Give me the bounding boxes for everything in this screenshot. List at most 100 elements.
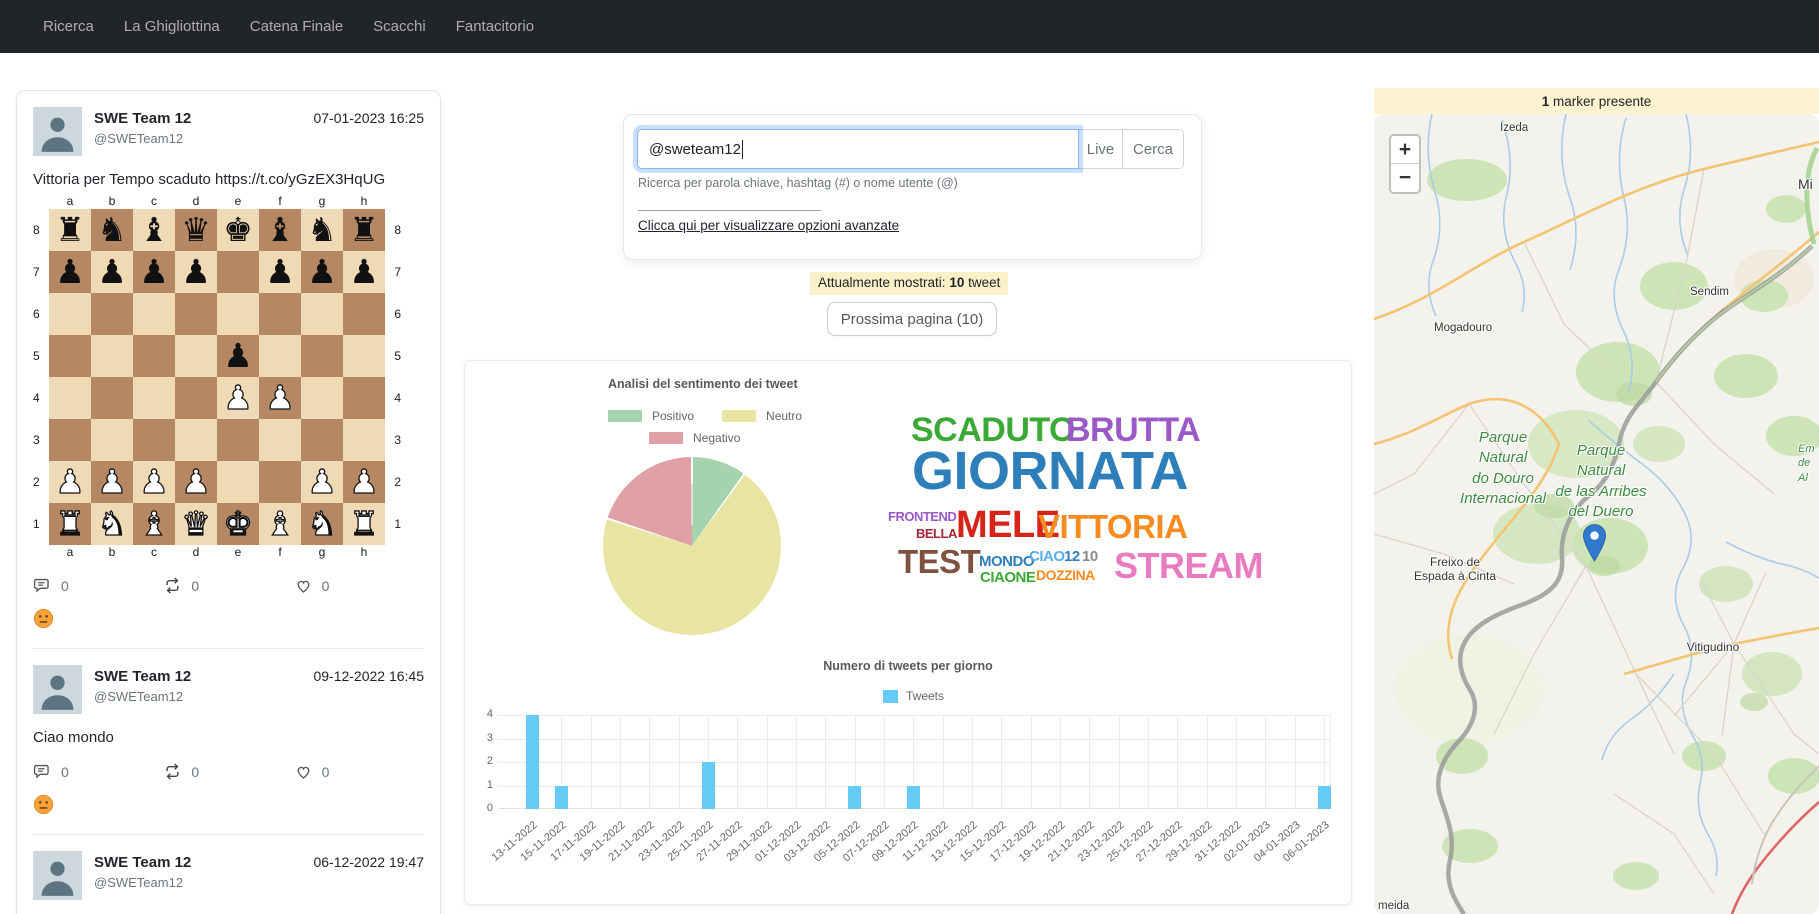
bar-25-11-2022 xyxy=(701,762,715,809)
search-input[interactable]: @sweteam12 xyxy=(637,129,1079,169)
grid-line xyxy=(884,715,885,809)
board-square: ♚ xyxy=(217,209,259,251)
file-label: d xyxy=(192,194,200,208)
avatar xyxy=(33,665,82,714)
board-square: ♚ xyxy=(217,503,259,545)
grid-line xyxy=(561,715,563,809)
grid-line xyxy=(1177,715,1179,809)
avatar xyxy=(33,851,82,900)
black-piece: ♟ xyxy=(97,253,127,290)
board-rank: 4 ♟ ♟ 4 xyxy=(33,377,401,419)
heart-action[interactable]: 0 xyxy=(294,576,424,595)
tweet-author-handle: @SWETeam12 xyxy=(94,689,184,704)
retweet-action[interactable]: 0 xyxy=(163,576,293,595)
grid-line xyxy=(796,715,797,809)
advanced-options-link[interactable]: Clicca qui per visualizzare opzioni avan… xyxy=(638,218,900,233)
map-label-mi: Mi xyxy=(1798,176,1813,192)
rank-label: 3 xyxy=(394,433,401,447)
black-piece: ♞ xyxy=(97,211,127,248)
nav-item-scacchi[interactable]: Scacchi xyxy=(373,18,426,35)
grid-line xyxy=(1206,715,1208,809)
reply-icon xyxy=(33,764,49,779)
grid-line xyxy=(1148,715,1149,809)
rank-label: 5 xyxy=(33,349,40,363)
action-count: 0 xyxy=(61,577,69,594)
tweet-header: SWE Team 12 @SWETeam12 06-12-2022 19:47 xyxy=(33,851,424,900)
board-square xyxy=(259,335,301,377)
rank-label: 8 xyxy=(33,223,40,237)
board-square xyxy=(91,377,133,419)
file-label: e xyxy=(234,545,242,559)
y-tick-label: 1 xyxy=(486,778,493,791)
marker-count-text: marker presente xyxy=(1549,93,1652,109)
heart-action[interactable]: 0 xyxy=(294,762,424,781)
tweet-author-name: SWE Team 12 xyxy=(94,110,192,127)
board-square: ♝ xyxy=(133,209,175,251)
map[interactable]: + − Izeda Mi Sendim Mogadouro Parque Natural… xyxy=(1374,114,1819,914)
white-piece: ♛ xyxy=(181,504,212,542)
cloud-word-vittoria: VITTORIA xyxy=(1038,508,1188,545)
cloud-word-mondo: MONDO xyxy=(979,553,1035,570)
live-button[interactable]: Live xyxy=(1079,129,1123,169)
reply-action[interactable]: 0 xyxy=(33,576,163,595)
white-piece: ♝ xyxy=(139,504,170,542)
map-marker[interactable] xyxy=(1582,523,1607,568)
next-page-button[interactable]: Prossima pagina (10) xyxy=(827,302,997,336)
map-label-parque: Parque Natural do Douro Internacional xyxy=(1460,429,1546,507)
board-square: ♟ xyxy=(49,461,91,503)
black-piece: ♟ xyxy=(223,337,253,374)
board-square: ♝ xyxy=(259,503,301,545)
black-piece: ♟ xyxy=(307,253,337,290)
reply-icon xyxy=(33,578,49,593)
map-label-em: Em de Al xyxy=(1798,443,1815,484)
reply-action[interactable]: 0 xyxy=(33,762,163,781)
nav-item-la-ghigliottina[interactable]: La Ghigliottina xyxy=(123,18,220,35)
cloud-word-frontend: FRONTEND xyxy=(888,509,957,524)
white-piece: ♞ xyxy=(307,504,338,542)
results-count-badge: Attualmente mostrati: 10 tweet xyxy=(810,272,1009,295)
grid-line xyxy=(1236,715,1237,809)
board-square xyxy=(301,377,343,419)
board-square: ♞ xyxy=(91,503,133,545)
file-label: d xyxy=(192,545,200,559)
map-label-vitigudino: Vitigudino xyxy=(1686,640,1740,654)
rank-label: 8 xyxy=(394,223,401,237)
board-square xyxy=(259,293,301,335)
file-label: h xyxy=(360,545,368,559)
grid-line xyxy=(1324,715,1325,809)
map-label-sendim: Sendim xyxy=(1690,286,1729,298)
action-count: 0 xyxy=(321,577,330,594)
tweet-timestamp: 09-12-2022 16:45 xyxy=(313,668,424,684)
cerca-button[interactable]: Cerca xyxy=(1123,129,1184,169)
avatar xyxy=(33,107,82,156)
grid-line xyxy=(499,762,1331,763)
file-label: f xyxy=(278,194,282,208)
grid-line xyxy=(737,715,739,809)
board-square: ♞ xyxy=(301,209,343,251)
user-avatar-icon xyxy=(33,107,82,156)
grid-line xyxy=(972,715,973,809)
board-rank: 7 ♟ ♟ ♟ ♟ ♟ ♟ ♟ 7 xyxy=(33,251,401,293)
zoom-out-button[interactable]: − xyxy=(1391,164,1419,192)
tweet-1: SWE Team 12 @SWETeam12 09-12-2022 16:45 Cia… xyxy=(33,648,424,834)
nav-item-catena-finale[interactable]: Catena Finale xyxy=(249,18,344,35)
y-tick-label: 4 xyxy=(486,708,493,720)
retweet-action[interactable]: 0 xyxy=(163,762,293,781)
file-label: c xyxy=(151,545,157,559)
nav-item-fantacitorio[interactable]: Fantacitorio xyxy=(455,18,535,35)
zoom-in-button[interactable]: + xyxy=(1391,136,1419,164)
board-square: ♟ xyxy=(343,461,385,503)
black-piece: ♟ xyxy=(349,253,379,290)
marker-count: 1 xyxy=(1541,93,1550,109)
board-square xyxy=(343,293,385,335)
board-square: ♟ xyxy=(343,251,385,293)
nav-item-ricerca[interactable]: Ricerca xyxy=(43,18,94,35)
board-square: ♟ xyxy=(301,251,343,293)
board-square xyxy=(175,293,217,335)
white-piece: ♟ xyxy=(265,378,296,416)
cloud-word-stream: STREAM xyxy=(1114,545,1264,586)
grid-line xyxy=(942,715,944,809)
results-count-suffix: tweet xyxy=(964,275,1001,290)
grid-line xyxy=(590,715,592,809)
board-square xyxy=(49,377,91,419)
